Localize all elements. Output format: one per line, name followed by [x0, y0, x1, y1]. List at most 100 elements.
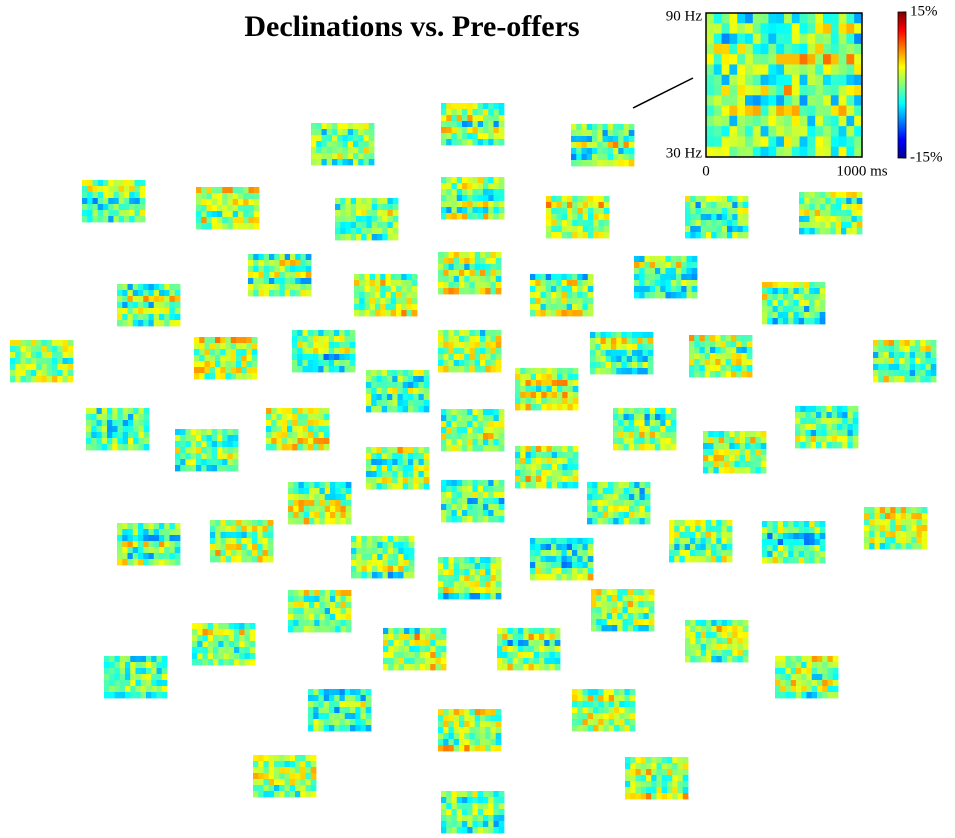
heat-cell — [582, 226, 589, 233]
heat-cell — [143, 535, 149, 542]
heat-cell — [324, 494, 331, 501]
heat-cell — [197, 659, 203, 666]
heat-cell — [793, 521, 800, 528]
heat-cell — [20, 364, 27, 371]
heat-cell — [234, 647, 240, 654]
heat-cell — [330, 590, 336, 597]
heat-cell — [798, 533, 805, 540]
heat-cell — [597, 154, 603, 161]
heat-cell — [113, 198, 120, 205]
heat-cell — [725, 341, 732, 348]
heat-cell — [635, 775, 642, 782]
heat-cell — [295, 779, 301, 786]
heat-cell — [551, 452, 558, 459]
heat-cell — [351, 566, 357, 573]
heat-cell — [720, 347, 727, 354]
heat-cell — [629, 518, 635, 525]
heat-cell — [643, 589, 650, 596]
heat-cell — [288, 608, 294, 615]
heat-cell — [606, 613, 613, 620]
heat-cell — [248, 193, 255, 200]
heat-cell — [842, 442, 848, 449]
heat-cell — [31, 352, 37, 359]
heat-cell — [695, 632, 702, 639]
heat-cell — [359, 292, 365, 299]
heat-cell — [474, 348, 481, 355]
heat-cell — [293, 494, 299, 501]
heat-cell — [590, 344, 596, 351]
heat-cell — [464, 575, 470, 582]
heat-cell — [464, 745, 470, 752]
heat-cell — [597, 148, 603, 155]
heat-cell — [649, 268, 656, 275]
heat-cell — [644, 414, 651, 421]
heat-cell — [289, 785, 296, 792]
heat-cell — [354, 304, 360, 311]
heat-cell — [238, 223, 244, 230]
heat-cell — [201, 435, 207, 442]
heat-cell — [690, 214, 696, 221]
heat-cell — [798, 557, 805, 564]
heat-cell — [485, 581, 491, 588]
heat-cell — [613, 494, 619, 501]
heat-cell — [561, 544, 568, 551]
heat-cell — [607, 124, 614, 131]
heat-cell — [810, 442, 817, 449]
heat-cell — [135, 692, 142, 699]
heat-cell — [628, 154, 635, 161]
heat-cell — [402, 370, 409, 377]
heat-cell — [190, 435, 197, 442]
heat-cell — [472, 492, 479, 499]
heat-cell — [263, 254, 270, 261]
heat-cell — [351, 548, 357, 555]
heat-cell — [676, 262, 682, 269]
heat-cell — [618, 494, 625, 501]
heat-cell — [600, 338, 607, 345]
heat-cell — [772, 282, 779, 289]
heat-cell — [535, 292, 541, 299]
heat-cell — [540, 556, 547, 563]
heat-cell — [777, 551, 784, 558]
heat-cell — [598, 196, 605, 203]
heat-cell — [681, 292, 687, 299]
heat-cell — [819, 539, 826, 546]
heat-cell — [628, 420, 635, 427]
heat-cell — [309, 626, 315, 633]
heat-cell — [313, 330, 319, 337]
heat-cell — [328, 348, 335, 355]
heat-cell — [366, 554, 373, 561]
heat-cell — [236, 337, 242, 344]
heat-cell — [318, 354, 324, 361]
heat-cell — [628, 148, 635, 155]
heat-cell — [413, 370, 419, 377]
heat-cell — [651, 781, 657, 788]
heat-cell — [474, 360, 481, 367]
heat-cell — [328, 354, 335, 361]
heat-cell — [477, 510, 484, 517]
heat-cell — [814, 210, 821, 217]
heat-cell — [441, 433, 447, 440]
heat-cell — [490, 739, 497, 746]
heat-cell — [581, 160, 588, 167]
heat-cell — [879, 543, 886, 550]
heat-cell — [846, 198, 852, 205]
heat-cell — [232, 199, 239, 206]
heat-cell — [634, 432, 640, 439]
heat-cell — [20, 376, 27, 383]
heat-cell — [402, 465, 409, 472]
heat-cell — [577, 304, 583, 311]
heat-cell — [220, 544, 227, 551]
heat-cell — [551, 446, 558, 453]
heat-cell — [258, 266, 265, 273]
heat-cell — [587, 292, 594, 299]
heat-cell — [215, 520, 221, 527]
heat-cell — [821, 406, 827, 413]
heat-cell — [483, 201, 489, 208]
heat-cell — [236, 367, 242, 374]
heat-cell — [911, 531, 917, 538]
heat-cell — [890, 531, 896, 538]
heat-cell — [113, 192, 120, 199]
heat-cell — [366, 453, 372, 460]
heat-cell — [124, 210, 130, 217]
heat-cell — [303, 614, 310, 621]
